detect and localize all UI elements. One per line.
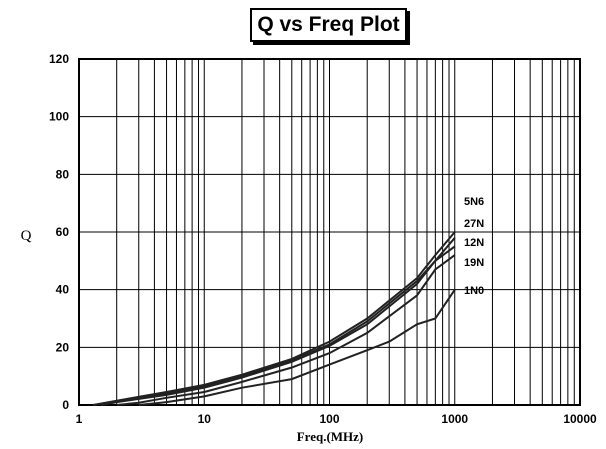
- series-label-layer: 5N6 27N 12N 19N 1N0: [464, 196, 484, 297]
- y-tick-label: 40: [56, 283, 70, 297]
- series-line-27n: [93, 237, 456, 406]
- series-label-5n6: 5N6: [464, 196, 484, 208]
- series-label-1n0: 1N0: [464, 285, 484, 297]
- x-tick-label: 10000: [563, 412, 597, 426]
- y-tick-label: 60: [56, 225, 70, 239]
- series-label-12n: 12N: [464, 237, 484, 249]
- x-tick-label: 1: [76, 412, 83, 426]
- x-tick-label: 1000: [441, 412, 468, 426]
- series-label-27n: 27N: [464, 218, 484, 230]
- series-line-1n0: [138, 289, 456, 406]
- x-tick-label: 100: [319, 412, 339, 426]
- y-tick-label: 100: [49, 110, 69, 124]
- plot-frame: [78, 58, 581, 406]
- tick-layer: 1 10 100 1000 10000 0 20 40 60 80 100 120: [49, 52, 597, 426]
- y-axis-label: Q: [21, 228, 32, 244]
- series-line-19n: [116, 254, 456, 406]
- series-line-5n6: [93, 231, 456, 406]
- x-tick-label: 10: [198, 412, 212, 426]
- y-tick-label: 120: [49, 52, 69, 66]
- y-tick-label: 20: [56, 340, 70, 354]
- chart-title: Q vs Freq Plot: [250, 8, 407, 42]
- series-line-12n: [100, 245, 456, 406]
- curve-layer: [93, 231, 456, 406]
- series-label-19n: 19N: [464, 257, 484, 269]
- y-tick-label: 80: [56, 167, 70, 181]
- x-axis-label: Freq.(MHz): [297, 429, 364, 444]
- y-tick-label: 0: [62, 398, 69, 412]
